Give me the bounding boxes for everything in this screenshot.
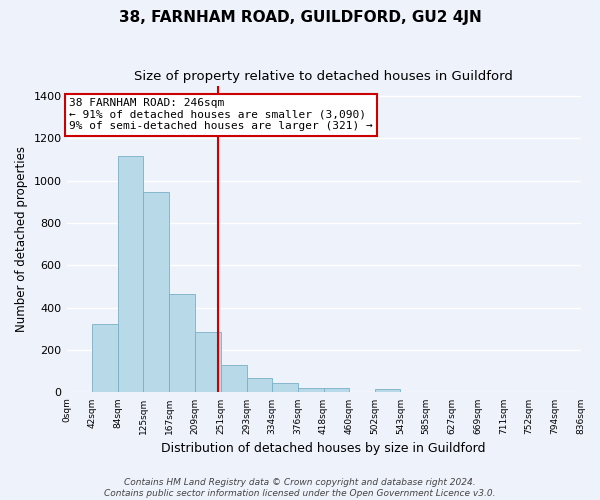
Text: 38, FARNHAM ROAD, GUILDFORD, GU2 4JN: 38, FARNHAM ROAD, GUILDFORD, GU2 4JN [119,10,481,25]
Bar [272,383,298,392]
Text: Contains HM Land Registry data © Crown copyright and database right 2024.
Contai: Contains HM Land Registry data © Crown c… [104,478,496,498]
Bar [169,294,195,392]
Title: Size of property relative to detached houses in Guildford: Size of property relative to detached ho… [134,70,513,83]
Bar [195,332,221,392]
Text: 38 FARNHAM ROAD: 246sqm
← 91% of detached houses are smaller (3,090)
9% of semi-: 38 FARNHAM ROAD: 246sqm ← 91% of detache… [69,98,373,132]
Y-axis label: Number of detached properties: Number of detached properties [15,146,28,332]
Bar [118,156,143,392]
Bar [375,390,400,392]
X-axis label: Distribution of detached houses by size in Guildford: Distribution of detached houses by size … [161,442,486,455]
Bar [92,324,118,392]
Bar [143,192,169,392]
Bar [298,388,323,392]
Bar [323,388,349,392]
Bar [247,378,272,392]
Bar [221,365,247,392]
